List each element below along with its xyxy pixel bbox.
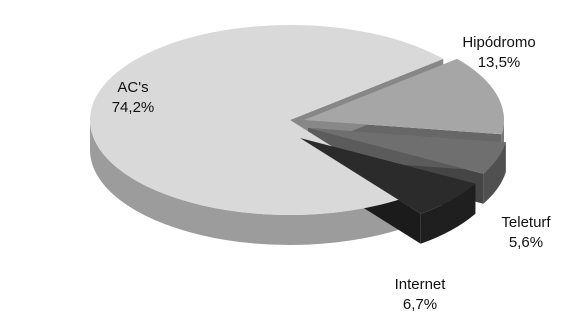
label-teleturf: Teleturf 5,6% <box>488 213 564 253</box>
pie-slice-wall-internet <box>420 183 476 244</box>
pie-slice-top-internet <box>300 138 476 214</box>
pie-slice-wall-ac-s <box>90 120 411 246</box>
pie-slice-wall-teleturf <box>483 142 506 204</box>
pie-slice-top-teleturf <box>308 128 506 174</box>
label-teleturf-value: 5,6% <box>508 234 544 251</box>
label-acs-name: AC's <box>117 79 149 96</box>
label-hipodromo-name: Hipódromo <box>462 34 536 51</box>
label-internet-value: 6,7% <box>402 296 438 313</box>
label-internet: Internet 6,7% <box>380 275 460 315</box>
pie-slice-top-hip-dromo <box>304 58 505 135</box>
label-hipodromo: Hipódromo 13,5% <box>444 33 554 73</box>
label-acs-value: 74,2% <box>111 99 155 116</box>
label-internet-name: Internet <box>394 276 446 293</box>
label-acs: AC's 74,2% <box>88 78 178 118</box>
label-hipodromo-value: 13,5% <box>477 54 521 71</box>
label-teleturf-name: Teleturf <box>501 214 551 231</box>
